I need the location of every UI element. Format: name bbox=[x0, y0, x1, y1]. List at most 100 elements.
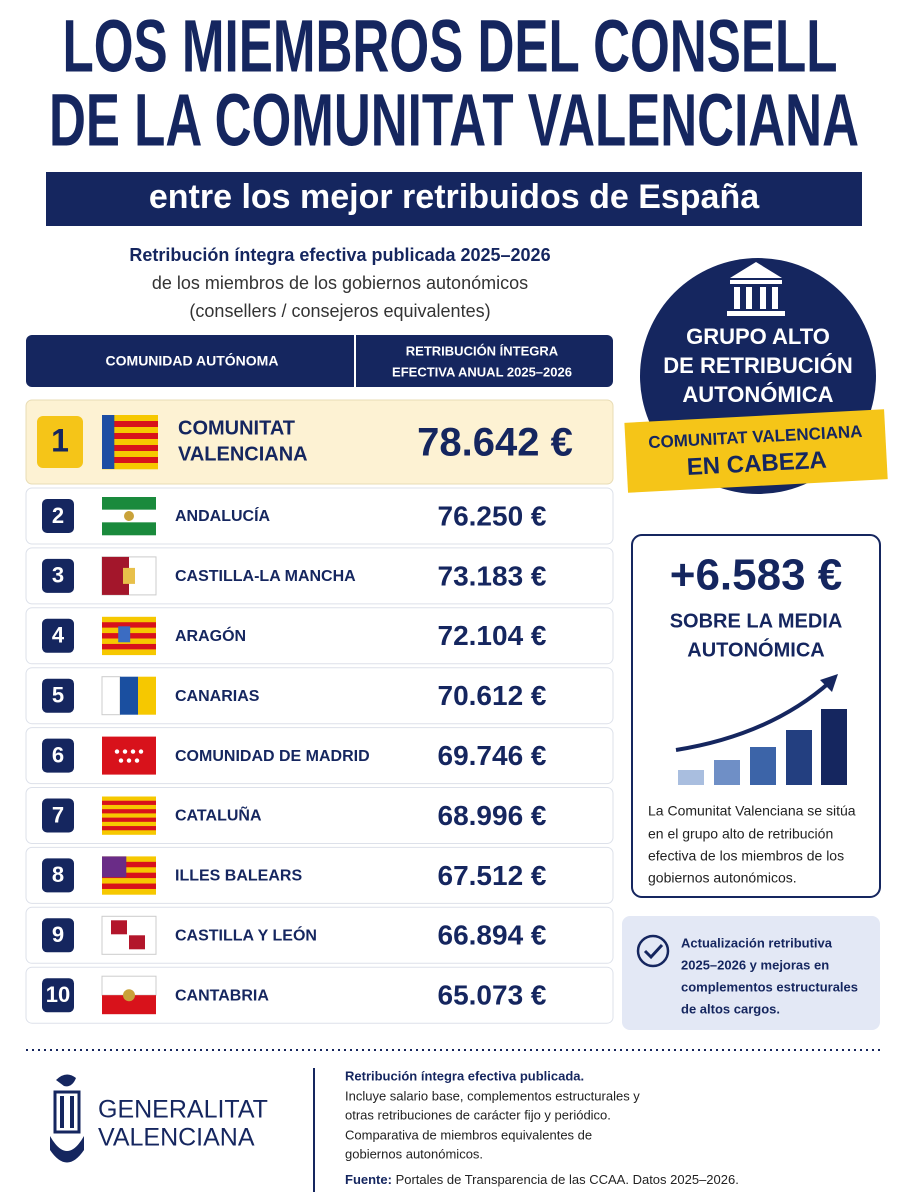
highlight-box bbox=[631, 534, 881, 898]
row-box bbox=[25, 846, 614, 904]
flag-part bbox=[102, 856, 127, 878]
note-text: Actualización retributiva bbox=[681, 935, 833, 950]
flag bbox=[102, 497, 156, 536]
flag bbox=[101, 556, 157, 596]
footnote: Comparativa de miembros equivalentes de bbox=[345, 1127, 592, 1142]
rank: 7 bbox=[52, 802, 64, 827]
badge-text: DE RETRIBUCIÓN bbox=[663, 353, 852, 378]
flag-stripe bbox=[102, 872, 156, 879]
flag-part bbox=[118, 626, 131, 643]
table-row: 10 CANTABRIA 65.073 € bbox=[25, 966, 614, 1024]
amount: 70.612 € bbox=[438, 680, 547, 711]
ribbon: COMUNITAT VALENCIANA EN CABEZA bbox=[624, 409, 888, 493]
highlight-text: efectiva de los miembros de los bbox=[648, 848, 844, 864]
highlight-caption: SOBRE LA MEDIA bbox=[670, 610, 843, 632]
rank: 5 bbox=[52, 683, 64, 708]
flag bbox=[102, 415, 158, 470]
leader-row bbox=[25, 399, 614, 485]
rank: 10 bbox=[46, 982, 70, 1007]
flag-star bbox=[118, 758, 124, 763]
footnote: Incluye salario base, complementos estru… bbox=[345, 1088, 640, 1103]
flag-part bbox=[102, 995, 156, 1015]
region-name: VALENCIANA bbox=[178, 443, 308, 465]
flag-stripe bbox=[102, 821, 156, 827]
badge-text: AUTONÓMICA bbox=[682, 382, 833, 407]
amount: 68.996 € bbox=[438, 800, 547, 831]
source-label: Fuente: bbox=[345, 1172, 392, 1187]
flag-stripe bbox=[102, 616, 156, 623]
column-header: EFECTIVA ANUAL 2025–2026 bbox=[392, 364, 572, 379]
row-box bbox=[25, 906, 614, 964]
table-row: 5 CANARIAS 70.612 € bbox=[25, 667, 614, 725]
table-row: 2 ANDALUCÍA 76.250 € bbox=[25, 487, 614, 545]
banner-text: entre los mejor retribuidos de España bbox=[149, 178, 760, 216]
flag bbox=[101, 676, 156, 716]
flag-stripe bbox=[102, 463, 158, 470]
flag-stripe bbox=[102, 883, 156, 890]
rank-box bbox=[42, 798, 74, 833]
flag-stripe bbox=[102, 813, 156, 818]
flag bbox=[102, 736, 156, 775]
table-row: 4 ARAGÓN 72.104 € bbox=[25, 607, 614, 665]
source-text: Portales de Transparencia de las CCAA. D… bbox=[392, 1172, 739, 1187]
flag-part bbox=[129, 935, 145, 950]
note-box bbox=[622, 916, 880, 1030]
flag-star bbox=[122, 749, 128, 754]
rank-box bbox=[42, 618, 74, 653]
amount: 69.746 € bbox=[438, 740, 547, 771]
flag bbox=[102, 856, 156, 895]
flag-part bbox=[101, 676, 121, 716]
flag-stripe bbox=[102, 649, 156, 656]
region-name: CANTABRIA bbox=[175, 987, 269, 1004]
flag-star bbox=[130, 749, 136, 754]
region-name: COMUNITAT bbox=[178, 417, 295, 439]
flag-stripe bbox=[102, 427, 158, 434]
flag-stripe bbox=[102, 888, 156, 895]
note-text: de altos cargos. bbox=[681, 1001, 780, 1016]
flag-stripe bbox=[102, 497, 156, 510]
flag-stripe bbox=[102, 830, 156, 835]
logo-text: GENERALITAT bbox=[98, 1096, 268, 1124]
region-name: CASTILLA-LA MANCHA bbox=[175, 568, 356, 585]
flag-stripe bbox=[102, 421, 158, 428]
amount: 73.183 € bbox=[438, 560, 547, 591]
amount: 65.073 € bbox=[438, 980, 547, 1011]
flag-stripe bbox=[102, 451, 158, 458]
rank: 1 bbox=[51, 422, 69, 458]
rank-box bbox=[42, 499, 74, 533]
source: Fuente: Portales de Transparencia de las… bbox=[345, 1172, 739, 1187]
flag-stripe bbox=[102, 878, 156, 884]
ribbon-shape bbox=[624, 409, 888, 493]
region-name: COMUNIDAD DE MADRID bbox=[175, 748, 370, 765]
title: LOS MIEMBROS DEL CONSELL bbox=[63, 5, 838, 88]
flag-part bbox=[138, 676, 156, 715]
table-row: 6 COMUNIDAD DE MADRID 69.746 € bbox=[25, 727, 614, 785]
rank-box bbox=[42, 978, 74, 1013]
row-box bbox=[25, 667, 614, 725]
amount: 76.250 € bbox=[438, 500, 547, 531]
subtitle: Retribución íntegra efectiva publicada 2… bbox=[129, 245, 550, 265]
flag-part bbox=[123, 567, 135, 584]
highlight-figure: +6.583 € bbox=[670, 551, 843, 600]
flag-part bbox=[102, 415, 115, 469]
temple-icon bbox=[727, 262, 785, 316]
flag-stripe bbox=[102, 826, 156, 831]
rank: 2 bbox=[52, 503, 64, 528]
row-box bbox=[25, 787, 614, 844]
row-box bbox=[25, 966, 614, 1024]
flag-stripe bbox=[102, 800, 156, 806]
table-header bbox=[26, 335, 613, 387]
footnote: Retribución íntegra efectiva publicada. bbox=[345, 1068, 584, 1083]
flag-part bbox=[111, 920, 127, 935]
rank: 3 bbox=[52, 563, 64, 588]
amount: 67.512 € bbox=[438, 860, 547, 891]
flag bbox=[101, 915, 157, 955]
highlight-text: en el grupo alto de retribución bbox=[648, 826, 833, 842]
row-box bbox=[25, 547, 614, 605]
region-name: CASTILLA Y LEÓN bbox=[175, 926, 317, 945]
footnote: gobiernos autonómicos. bbox=[345, 1146, 483, 1161]
rank: 9 bbox=[52, 922, 64, 947]
flag-part bbox=[123, 989, 135, 1002]
row-box bbox=[25, 727, 614, 785]
